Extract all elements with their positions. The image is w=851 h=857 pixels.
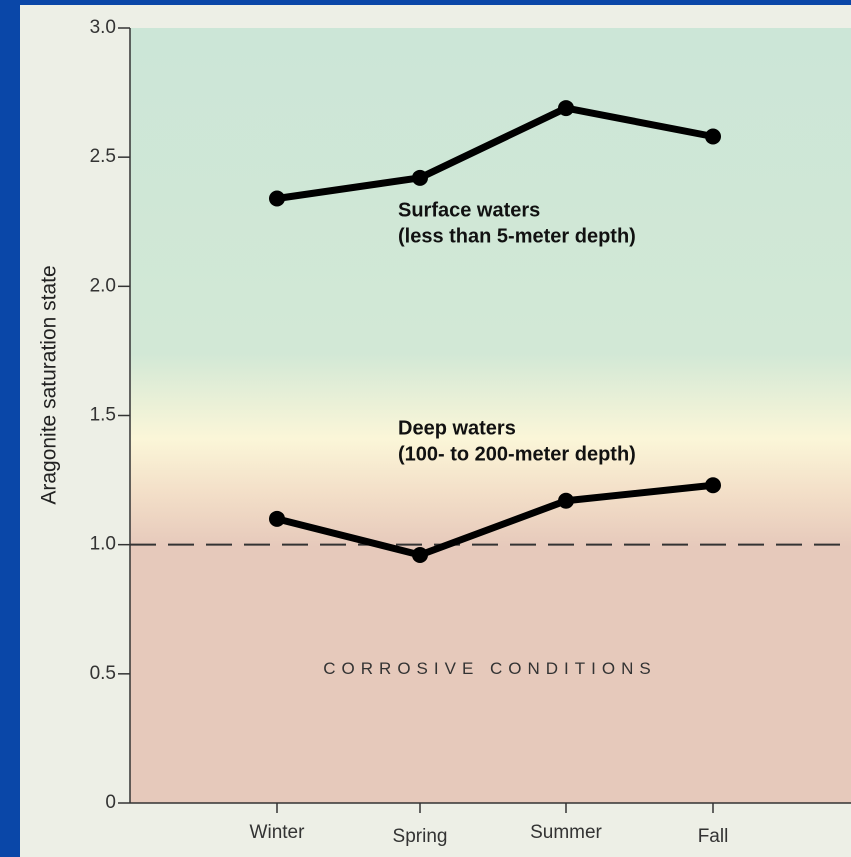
- x-tick-label: Fall: [698, 826, 729, 847]
- y-tick-label: 0: [105, 792, 116, 813]
- y-tick-label: 2.0: [90, 275, 116, 296]
- series-description: (less than 5-meter depth): [398, 225, 636, 247]
- x-tick-label: Spring: [393, 826, 448, 847]
- y-tick-label: 0.5: [90, 663, 116, 684]
- y-tick-label: 1.0: [90, 534, 116, 555]
- y-tick-label: 3.0: [90, 17, 116, 38]
- series-line: [276, 104, 714, 202]
- y-axis-label: Aragonite saturation state: [38, 265, 61, 504]
- series-description: (100- to 200-meter depth): [398, 443, 636, 465]
- y-tick-label: 2.5: [90, 146, 116, 167]
- plot-background: [130, 28, 851, 803]
- series-line: [276, 481, 714, 559]
- point: [412, 547, 428, 563]
- point: [269, 510, 285, 527]
- point: [705, 477, 721, 494]
- point: [558, 492, 574, 509]
- point: [269, 190, 285, 207]
- point: [412, 169, 428, 186]
- series-label: Surface waters: [398, 199, 540, 221]
- x-tick-label: Winter: [250, 822, 306, 843]
- y-tick-label: 1.5: [90, 405, 116, 426]
- point: [705, 128, 721, 145]
- threshold-label: CORROSIVE CONDITIONS: [323, 659, 656, 678]
- x-tick-label: Summer: [530, 822, 602, 843]
- series-label: Deep waters: [398, 417, 516, 439]
- point: [558, 100, 574, 117]
